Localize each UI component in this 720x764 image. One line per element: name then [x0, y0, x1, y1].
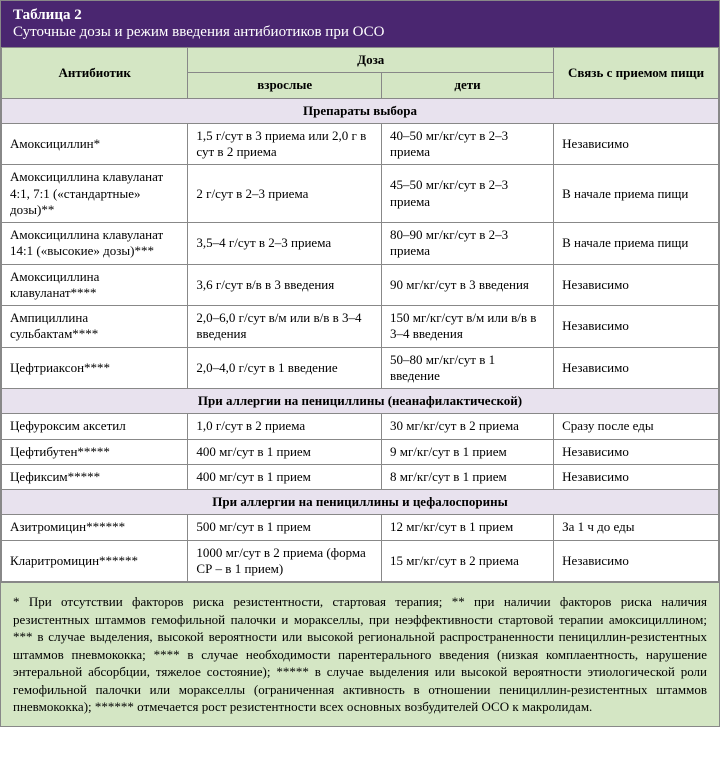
- table-row: Амоксициллина клавуланат 4:1, 7:1 («стан…: [2, 165, 719, 223]
- cell: 12 мг/кг/сут в 1 прием: [381, 515, 553, 540]
- cell: Амоксициллина клавуланат 14:1 («высокие»…: [2, 223, 188, 265]
- cell: 2,0–6,0 г/сут в/м или в/в в 3–4 введения: [188, 306, 382, 348]
- cell: Цефиксим*****: [2, 464, 188, 489]
- cell: Независимо: [554, 439, 719, 464]
- cell: 40–50 мг/кг/сут в 2–3 приема: [381, 123, 553, 165]
- cell: В начале приема пищи: [554, 223, 719, 265]
- cell: Независимо: [554, 464, 719, 489]
- cell: В начале приема пищи: [554, 165, 719, 223]
- col-dose: Доза: [188, 48, 554, 73]
- table-row: Кларитромицин******1000 мг/сут в 2 прием…: [2, 540, 719, 582]
- table-row: Амоксициллина клавуланат 14:1 («высокие»…: [2, 223, 719, 265]
- col-food: Связь с приемом пищи: [554, 48, 719, 99]
- cell: 30 мг/кг/сут в 2 приема: [381, 414, 553, 439]
- cell: Цефтибутен*****: [2, 439, 188, 464]
- cell: Амоксициллин*: [2, 123, 188, 165]
- col-children: дети: [381, 73, 553, 98]
- cell: Амоксициллина клавуланат****: [2, 264, 188, 306]
- cell: Цефтриаксон****: [2, 347, 188, 389]
- cell: 1,0 г/сут в 2 приема: [188, 414, 382, 439]
- cell: 15 мг/кг/сут в 2 приема: [381, 540, 553, 582]
- table-row: Азитромицин******500 мг/сут в 1 прием12 …: [2, 515, 719, 540]
- table-title-bar: Таблица 2 Суточные дозы и режим введения…: [1, 1, 719, 47]
- cell: 3,5–4 г/сут в 2–3 приема: [188, 223, 382, 265]
- cell: Независимо: [554, 123, 719, 165]
- cell: 500 мг/сут в 1 прием: [188, 515, 382, 540]
- table-number: Таблица 2: [13, 7, 82, 23]
- col-antibiotic: Антибиотик: [2, 48, 188, 99]
- cell: Азитромицин******: [2, 515, 188, 540]
- cell: 400 мг/сут в 1 прием: [188, 439, 382, 464]
- cell: 1000 мг/сут в 2 приема (форма СР – в 1 п…: [188, 540, 382, 582]
- cell: 400 мг/сут в 1 прием: [188, 464, 382, 489]
- cell: 9 мг/кг/сут в 1 прием: [381, 439, 553, 464]
- cell: 1,5 г/сут в 3 приема или 2,0 г в сут в 2…: [188, 123, 382, 165]
- table-row: Цефтриаксон****2,0–4,0 г/сут в 1 введени…: [2, 347, 719, 389]
- cell: Ампициллина сульбактам****: [2, 306, 188, 348]
- antibiotic-table: Антибиотик Доза Связь с приемом пищи взр…: [1, 47, 719, 582]
- table-row: Цефиксим*****400 мг/сут в 1 прием8 мг/кг…: [2, 464, 719, 489]
- table-title: Суточные дозы и режим введения антибиоти…: [13, 24, 384, 40]
- cell: 150 мг/кг/сут в/м или в/в в 3–4 введения: [381, 306, 553, 348]
- table-row: Цефтибутен*****400 мг/сут в 1 прием9 мг/…: [2, 439, 719, 464]
- dosage-table: Таблица 2 Суточные дозы и режим введения…: [0, 0, 720, 727]
- section-header: Препараты выбора: [2, 98, 719, 123]
- cell: За 1 ч до еды: [554, 515, 719, 540]
- cell: 90 мг/кг/сут в 3 введения: [381, 264, 553, 306]
- cell: 50–80 мг/кг/сут в 1 введение: [381, 347, 553, 389]
- section-header: При аллергии на пенициллины и цефалоспор…: [2, 490, 719, 515]
- cell: Независимо: [554, 347, 719, 389]
- table-row: Амоксициллин*1,5 г/сут в 3 приема или 2,…: [2, 123, 719, 165]
- cell: Сразу после еды: [554, 414, 719, 439]
- cell: 8 мг/кг/сут в 1 прием: [381, 464, 553, 489]
- cell: Независимо: [554, 540, 719, 582]
- section-header: При аллергии на пенициллины (неанафилакт…: [2, 389, 719, 414]
- table-row: Цефуроксим аксетил1,0 г/сут в 2 приема30…: [2, 414, 719, 439]
- col-adults: взрослые: [188, 73, 382, 98]
- cell: 80–90 мг/кг/сут в 2–3 приема: [381, 223, 553, 265]
- table-row: Амоксициллина клавуланат****3,6 г/сут в/…: [2, 264, 719, 306]
- cell: 2,0–4,0 г/сут в 1 введение: [188, 347, 382, 389]
- cell: Амоксициллина клавуланат 4:1, 7:1 («стан…: [2, 165, 188, 223]
- cell: Независимо: [554, 264, 719, 306]
- cell: Независимо: [554, 306, 719, 348]
- cell: 45–50 мг/кг/сут в 2–3 приема: [381, 165, 553, 223]
- cell: 2 г/сут в 2–3 приема: [188, 165, 382, 223]
- table-row: Ампициллина сульбактам****2,0–6,0 г/сут …: [2, 306, 719, 348]
- cell: 3,6 г/сут в/в в 3 введения: [188, 264, 382, 306]
- footnotes: * При отсутствии факторов риска резистен…: [1, 582, 719, 726]
- cell: Кларитромицин******: [2, 540, 188, 582]
- cell: Цефуроксим аксетил: [2, 414, 188, 439]
